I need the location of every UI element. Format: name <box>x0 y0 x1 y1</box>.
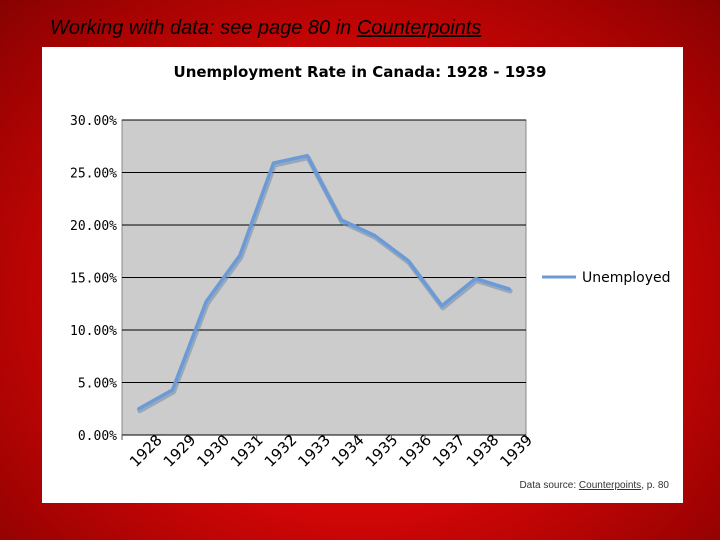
source-suffix: , p. 80 <box>641 480 669 491</box>
x-tick-label: 1934 <box>328 431 368 471</box>
y-tick-label: 25.00% <box>70 167 117 182</box>
x-tick-label: 1931 <box>227 431 267 471</box>
x-tick-label: 1935 <box>362 431 402 471</box>
x-tick-label: 1939 <box>496 431 536 471</box>
y-tick-label: 20.00% <box>70 219 117 234</box>
counterpoints-link: Counterpoints <box>356 17 482 39</box>
y-axis: 30.00% 25.00% 20.00% 15.00% 10.00% 5.00% 0.00% <box>70 114 117 444</box>
source-link: Counterpoints <box>578 480 642 491</box>
x-tick-label: 1933 <box>294 431 334 471</box>
legend: Unemployed <box>542 270 671 286</box>
x-tick-label: 1929 <box>160 431 200 471</box>
data-point <box>171 388 174 392</box>
data-point <box>137 407 141 411</box>
data-point <box>204 300 208 304</box>
y-tick-label: 5.00% <box>78 377 117 392</box>
data-point <box>238 253 242 257</box>
data-point <box>474 277 477 281</box>
data-point <box>339 218 343 222</box>
slide-title: Working with data: see page 80 in Counte… <box>50 17 481 40</box>
y-tick-label: 30.00% <box>70 114 117 129</box>
source-prefix: Data source: <box>519 480 579 491</box>
y-tick-label: 0.00% <box>78 429 117 444</box>
series-line-unemployed <box>137 153 511 411</box>
data-point <box>272 161 275 165</box>
x-tick-label: 1930 <box>193 431 233 471</box>
data-point <box>305 154 309 158</box>
y-tick-label: 15.00% <box>70 272 117 287</box>
unemployment-chart: Unemployment Rate in Canada: 1928 - 1939… <box>70 63 671 471</box>
legend-label-unemployed: Unemployed <box>582 270 671 286</box>
x-tick-label: 1932 <box>261 431 301 471</box>
x-tick-label: 1928 <box>126 431 166 471</box>
slide-title-text: Working with data: see page 80 in <box>50 17 357 39</box>
x-tick-label: 1938 <box>463 431 503 471</box>
data-point <box>373 234 376 237</box>
series-group <box>137 153 513 414</box>
data-point <box>507 287 511 291</box>
chart-title: Unemployment Rate in Canada: 1928 - 1939 <box>174 63 547 81</box>
y-tick-label: 10.00% <box>70 324 117 339</box>
x-axis: 1928192919301931193219331934193519361937… <box>121 431 536 471</box>
data-point <box>440 304 444 308</box>
data-source-note: Data source: Counterpoints, p. 80 <box>519 480 669 491</box>
data-point <box>406 259 410 263</box>
x-tick-label: 1936 <box>395 431 435 471</box>
x-tick-label: 1937 <box>429 431 469 471</box>
chart-panel: Unemployment Rate in Canada: 1928 - 1939… <box>42 47 683 503</box>
